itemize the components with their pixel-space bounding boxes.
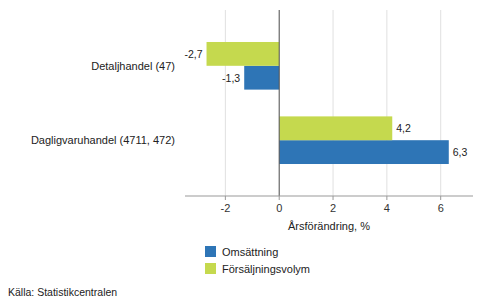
bars: [207, 42, 449, 164]
legend-swatch: [205, 246, 216, 257]
data-labels: 6,3 -1,3 4,2 -2,7: [184, 48, 467, 158]
data-label: 4,2: [396, 122, 411, 134]
x-tick-label: 4: [384, 202, 390, 214]
bar: [244, 66, 279, 90]
x-tick: [279, 196, 280, 200]
data-label: -1,3: [222, 72, 240, 84]
legend-label: Omsättning: [222, 246, 278, 258]
source-note: Källa: Statistikcentralen: [8, 286, 117, 298]
chart-container: 6,3 -1,3 4,2 -2,7 -2 0 2 4 6 Årsförändring, % Dagl…: [0, 0, 493, 304]
y-tick-labels: Dagligvaruhandel (4711, 472) Detaljhandel…: [31, 60, 175, 146]
x-axis-line: [185, 196, 473, 197]
legend-swatch: [205, 263, 216, 274]
grid: [225, 10, 440, 196]
x-tick: [333, 196, 334, 200]
category-label: Dagligvaruhandel (4711, 472): [31, 134, 175, 146]
x-tick-label: 6: [438, 202, 444, 214]
x-tick-label: -2: [220, 202, 230, 214]
x-tick-label: 2: [330, 202, 336, 214]
bar: [207, 42, 280, 66]
bar: [279, 140, 449, 164]
data-label: 6,3: [453, 146, 468, 158]
data-label: -2,7: [184, 48, 202, 60]
x-ticks: -2 0 2 4 6: [220, 196, 443, 214]
grid-line: [225, 10, 226, 196]
x-axis-label: Årsförändring, %: [288, 220, 370, 232]
grid-line: [333, 10, 334, 196]
grid-line: [386, 10, 387, 196]
x-tick: [225, 196, 226, 200]
grid-line: [440, 10, 441, 196]
chart-svg: 6,3 -1,3 4,2 -2,7 -2 0 2 4 6 Årsförändring, % Dagl…: [0, 0, 493, 304]
bar: [279, 116, 392, 140]
grid-line: [279, 10, 280, 196]
category-label: Detaljhandel (47): [91, 60, 175, 72]
x-tick: [386, 196, 387, 200]
x-tick: [440, 196, 441, 200]
legend: Omsättning Försäljningsvolym: [205, 246, 310, 275]
legend-label: Försäljningsvolym: [222, 263, 310, 275]
x-tick-label: 0: [276, 202, 282, 214]
baseline: [279, 10, 280, 196]
